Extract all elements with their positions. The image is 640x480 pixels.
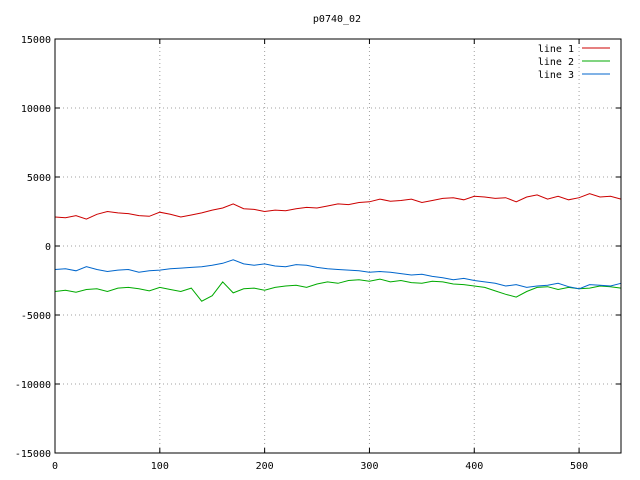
legend-label-2: line 2 <box>538 57 574 68</box>
tick-layer: 0 100 200 300 400 500 -15000 -10000 -5000 0 5000 10… <box>15 35 621 472</box>
legend: line 1 line 2 line 3 <box>538 44 610 81</box>
series-layer <box>54 193 622 302</box>
x-tick-label: 100 <box>151 461 169 472</box>
series-line-3 <box>54 259 622 290</box>
y-tick-label: -10000 <box>15 380 51 391</box>
y-tick-label: 5000 <box>27 173 51 184</box>
grid-layer <box>55 39 621 453</box>
y-tick-label: 10000 <box>21 104 51 115</box>
x-tick-label: 300 <box>360 461 378 472</box>
legend-label-1: line 1 <box>538 44 574 55</box>
series-line-1 <box>54 193 622 220</box>
chart-title: p0740_02 <box>313 14 361 25</box>
y-tick-label: 0 <box>45 242 51 253</box>
y-tick-label: 15000 <box>21 35 51 46</box>
legend-label-3: line 3 <box>538 70 574 81</box>
x-tick-label: 500 <box>570 461 588 472</box>
y-tick-label: -5000 <box>21 311 51 322</box>
y-tick-label: -15000 <box>15 449 51 460</box>
x-tick-label: 0 <box>52 461 58 472</box>
x-tick-label: 400 <box>465 461 483 472</box>
x-tick-label: 200 <box>256 461 274 472</box>
series-line-2 <box>54 278 622 302</box>
